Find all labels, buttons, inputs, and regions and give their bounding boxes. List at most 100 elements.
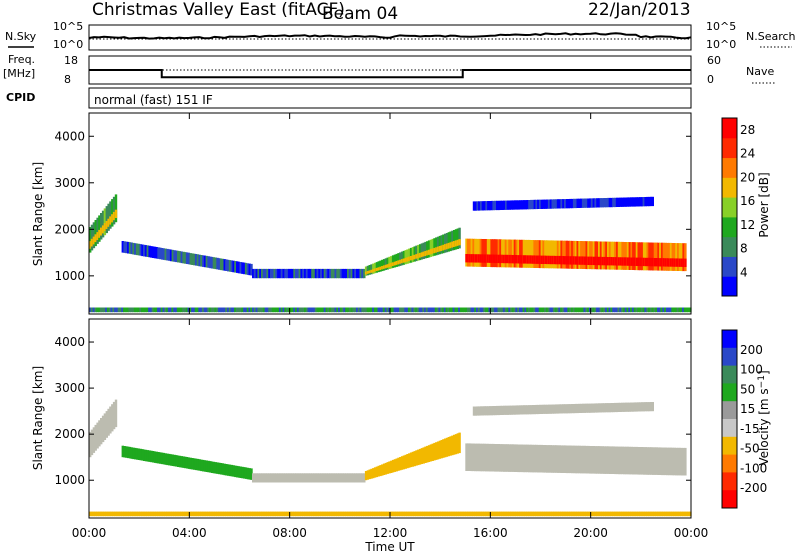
scatter-cell (162, 511, 165, 517)
scatter-cell (585, 445, 588, 474)
scatter-cell (664, 511, 667, 517)
scatter-cell (168, 249, 171, 261)
y-tick-label: 1000 (54, 269, 85, 283)
scatter-cell (554, 307, 558, 313)
scatter-cell (508, 405, 511, 415)
scatter-cell (533, 405, 536, 415)
scatter-cell (551, 307, 554, 313)
scatter-cell (562, 445, 565, 473)
scatter-cell (266, 307, 269, 313)
scatter-cell (554, 511, 558, 517)
scatter-cell (571, 445, 574, 474)
scatter-cell (397, 457, 400, 471)
scatter-cell (623, 446, 626, 475)
scatter-cell (112, 511, 115, 517)
scatter-cell (587, 445, 590, 474)
scatter-cell (680, 307, 683, 313)
scatter-cell (565, 445, 569, 474)
x-tick-label: 20:00 (573, 526, 608, 540)
scatter-cell (476, 238, 479, 267)
scatter-cell (673, 307, 676, 313)
velocity-panel-frame (88, 318, 692, 519)
scatter-cell (592, 446, 596, 474)
scatter-cell (305, 511, 309, 517)
scatter-cell (341, 268, 344, 279)
colorbar-swatch (722, 401, 737, 420)
scatter-cell (662, 447, 666, 476)
scatter-cell (660, 307, 663, 313)
scatter-cell (512, 200, 515, 210)
scatter-cell (558, 240, 561, 269)
scatter-cell (651, 257, 655, 267)
scatter-cell (214, 462, 217, 474)
scatter-cell (592, 403, 595, 413)
scatter-cell (612, 446, 615, 474)
scatter-cell (130, 242, 133, 255)
scatter-cell (560, 256, 563, 265)
freq-unit-label: [MHz] (3, 67, 35, 80)
scatter-cell (98, 420, 101, 447)
scatter-cell (212, 511, 215, 517)
scatter-cell (153, 246, 157, 259)
scatter-cell (601, 446, 604, 474)
colorbar-swatch (722, 137, 737, 159)
scatter-cell (610, 197, 613, 208)
scatter-cell (395, 511, 398, 517)
scatter-cell (189, 253, 192, 265)
scatter-cell (540, 307, 543, 313)
scatter-cell (587, 511, 590, 517)
scatter-cell (558, 511, 561, 517)
scatter-cell (348, 268, 352, 279)
scatter-cell (372, 511, 375, 517)
scatter-cell (671, 447, 674, 476)
scatter-cell (225, 511, 228, 517)
scatter-cell (452, 511, 456, 517)
scatter-cell (508, 511, 511, 517)
scatter-cell (472, 238, 475, 267)
scatter-cell (166, 511, 169, 517)
scatter-cell (96, 232, 99, 240)
scatter-cell (234, 465, 237, 478)
scatter-cell (596, 198, 599, 208)
scatter-cell (497, 405, 501, 416)
scatter-cell (558, 404, 561, 414)
scatter-cell (182, 251, 185, 264)
scatter-cell (416, 511, 420, 517)
scatter-cell (463, 511, 466, 517)
scatter-cell (642, 511, 645, 517)
scatter-cell (164, 307, 167, 313)
scatter-cell (569, 240, 572, 269)
scatter-cell (320, 307, 323, 313)
scatter-cell (239, 466, 242, 478)
scatter-cell (544, 511, 547, 517)
scatter-cell (468, 511, 472, 517)
scatter-cell (648, 242, 651, 271)
colorbar-swatch (722, 347, 737, 367)
scatter-cell (632, 257, 635, 266)
scatter-cell (203, 511, 207, 517)
scatter-cell (477, 238, 481, 267)
scatter-cell (194, 511, 198, 517)
scatter-cell (270, 511, 273, 517)
scatter-cell (164, 248, 167, 261)
scatter-cell (544, 255, 547, 264)
scatter-cell (141, 244, 144, 257)
scatter-cell (176, 511, 180, 517)
scatter-cell (391, 307, 395, 313)
scatter-cell (596, 446, 599, 474)
freq-top-tick: 18 (64, 54, 78, 67)
scatter-cell (212, 461, 216, 474)
scatter-cell (237, 466, 241, 478)
scatter-cell (567, 240, 570, 269)
scatter-cell (100, 418, 103, 445)
colorbar-swatch (722, 454, 737, 473)
scatter-cell (431, 511, 434, 517)
scatter-cell (562, 199, 565, 209)
scatter-cell (659, 258, 662, 267)
scatter-cell (589, 241, 592, 270)
scatter-cell (515, 200, 519, 210)
scatter-cell (614, 307, 617, 313)
scatter-cell (610, 307, 613, 313)
scatter-cell (413, 254, 416, 260)
scatter-cell (479, 254, 482, 263)
